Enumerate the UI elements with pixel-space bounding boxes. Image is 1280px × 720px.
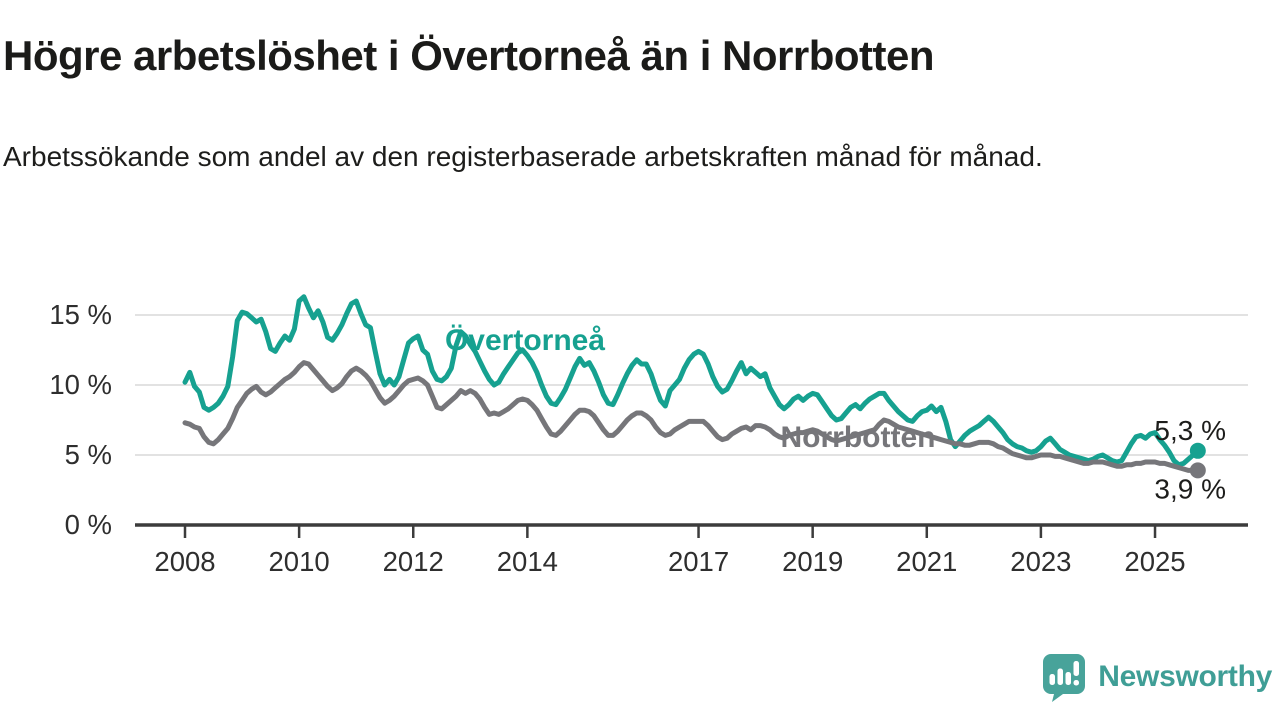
line-norrbotten — [182, 360, 1201, 473]
end-value-label-övertorneå: 5,3 % — [1154, 415, 1226, 446]
x-axis-label-2008: 2008 — [154, 546, 215, 577]
bar-tall — [1057, 668, 1064, 685]
x-axis-label-2019: 2019 — [782, 546, 843, 577]
x-axis-label-2010: 2010 — [269, 546, 330, 577]
series-label-norrbotten: Norrbotten — [781, 421, 936, 454]
x-axis-label-2025: 2025 — [1124, 546, 1185, 577]
newsworthy-logo: Newsworthy — [1039, 652, 1272, 702]
chart-title: Högre arbetslöshet i Övertorneå än i Nor… — [3, 32, 935, 79]
bar-medium — [1065, 672, 1072, 685]
y-axis-label-5: 5 % — [65, 439, 112, 470]
end-dot-övertorneå — [1189, 442, 1206, 459]
x-axis-label-2021: 2021 — [896, 546, 957, 577]
speech-bubble-shape — [1043, 654, 1086, 702]
chart-subtitle: Arbetssökande som andel av den registerb… — [3, 141, 1043, 172]
x-axis-label-2014: 2014 — [497, 546, 558, 577]
x-axis-label-2012: 2012 — [383, 546, 444, 577]
series-label-övertorneå: Övertorneå — [445, 324, 605, 357]
newsworthy-logo-icon — [1043, 654, 1086, 702]
y-axis-label-0: 0 % — [65, 509, 112, 540]
end-dot-norrbotten — [1189, 462, 1206, 479]
y-axis-label-15: 15 % — [49, 299, 112, 330]
end-value-label-norrbotten: 3,9 % — [1154, 473, 1226, 504]
x-axis-label-2017: 2017 — [668, 546, 729, 577]
line-övertorneå — [182, 294, 1201, 468]
y-axis-label-10: 10 % — [49, 369, 112, 400]
newsworthy-logo-text: Newsworthy — [1098, 660, 1272, 693]
bar-small — [1049, 674, 1056, 685]
exclamation-bar — [1073, 661, 1080, 676]
x-axis-label-2023: 2023 — [1010, 546, 1071, 577]
exclamation-dot — [1073, 680, 1080, 686]
